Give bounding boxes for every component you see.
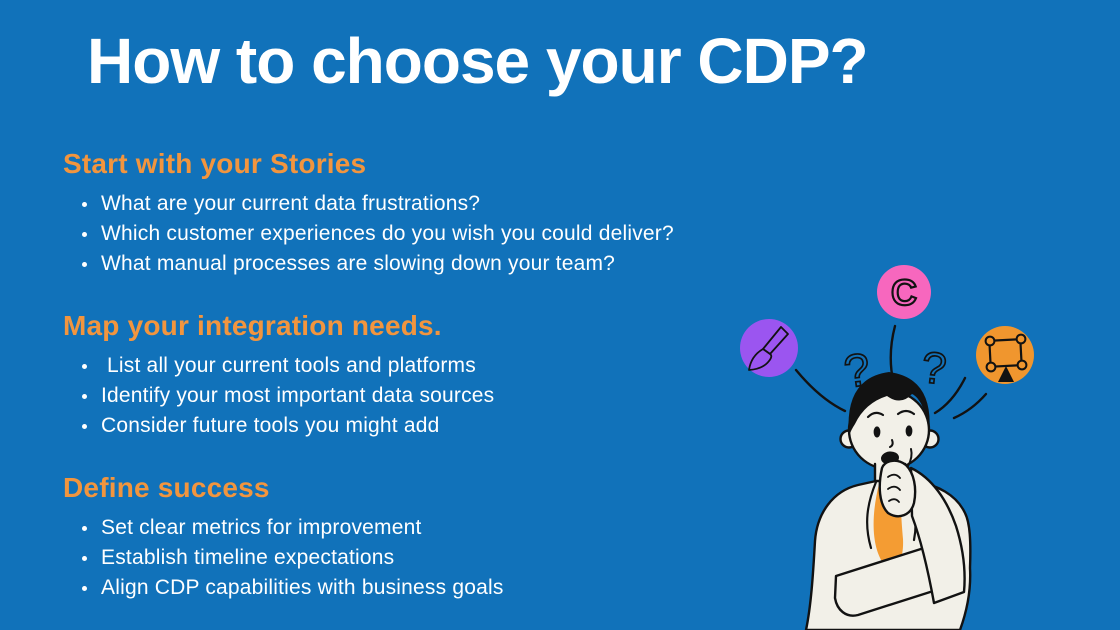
bullet-list: List all your current tools and platform…	[63, 351, 763, 441]
raised-arm	[909, 466, 966, 605]
bullet-item: List all your current tools and platform…	[99, 351, 763, 381]
section-heading: Define success	[63, 472, 270, 503]
hair	[848, 372, 930, 436]
page-title: How to choose your CDP?	[87, 25, 869, 97]
bullet-item: Which customer experiences do you wish y…	[99, 219, 763, 249]
letter-c-icon: C	[877, 265, 931, 319]
paintbrush-icon	[740, 319, 798, 377]
bullet-item: Establish timeline expectations	[99, 543, 763, 573]
person	[804, 372, 972, 630]
bullet-list: Set clear metrics for improvement Establ…	[63, 513, 763, 603]
bullet-item: Align CDP capabilities with business goa…	[99, 573, 763, 603]
bullet-item: Identify your most important data source…	[99, 381, 763, 411]
section-start-with-stories: Start with your Stories What are your cu…	[63, 148, 763, 279]
bullet-list: What are your current data frustrations?…	[63, 189, 763, 279]
section-define-success: Define success Set clear metrics for imp…	[63, 472, 763, 603]
thinking-person-illustration: ? ? C	[718, 258, 1120, 630]
bullet-item: What manual processes are slowing down y…	[99, 249, 763, 279]
section-map-integration-needs: Map your integration needs. List all you…	[63, 310, 763, 441]
bullet-item: Set clear metrics for improvement	[99, 513, 763, 543]
section-heading: Start with your Stories	[63, 148, 367, 179]
svg-text:C: C	[891, 272, 917, 313]
section-heading: Map your integration needs.	[63, 310, 442, 341]
transform-selection-icon	[976, 326, 1034, 384]
bullet-item: What are your current data frustrations?	[99, 189, 763, 219]
question-mark-icon: ?	[919, 343, 948, 394]
bullet-item: Consider future tools you might add	[99, 411, 763, 441]
